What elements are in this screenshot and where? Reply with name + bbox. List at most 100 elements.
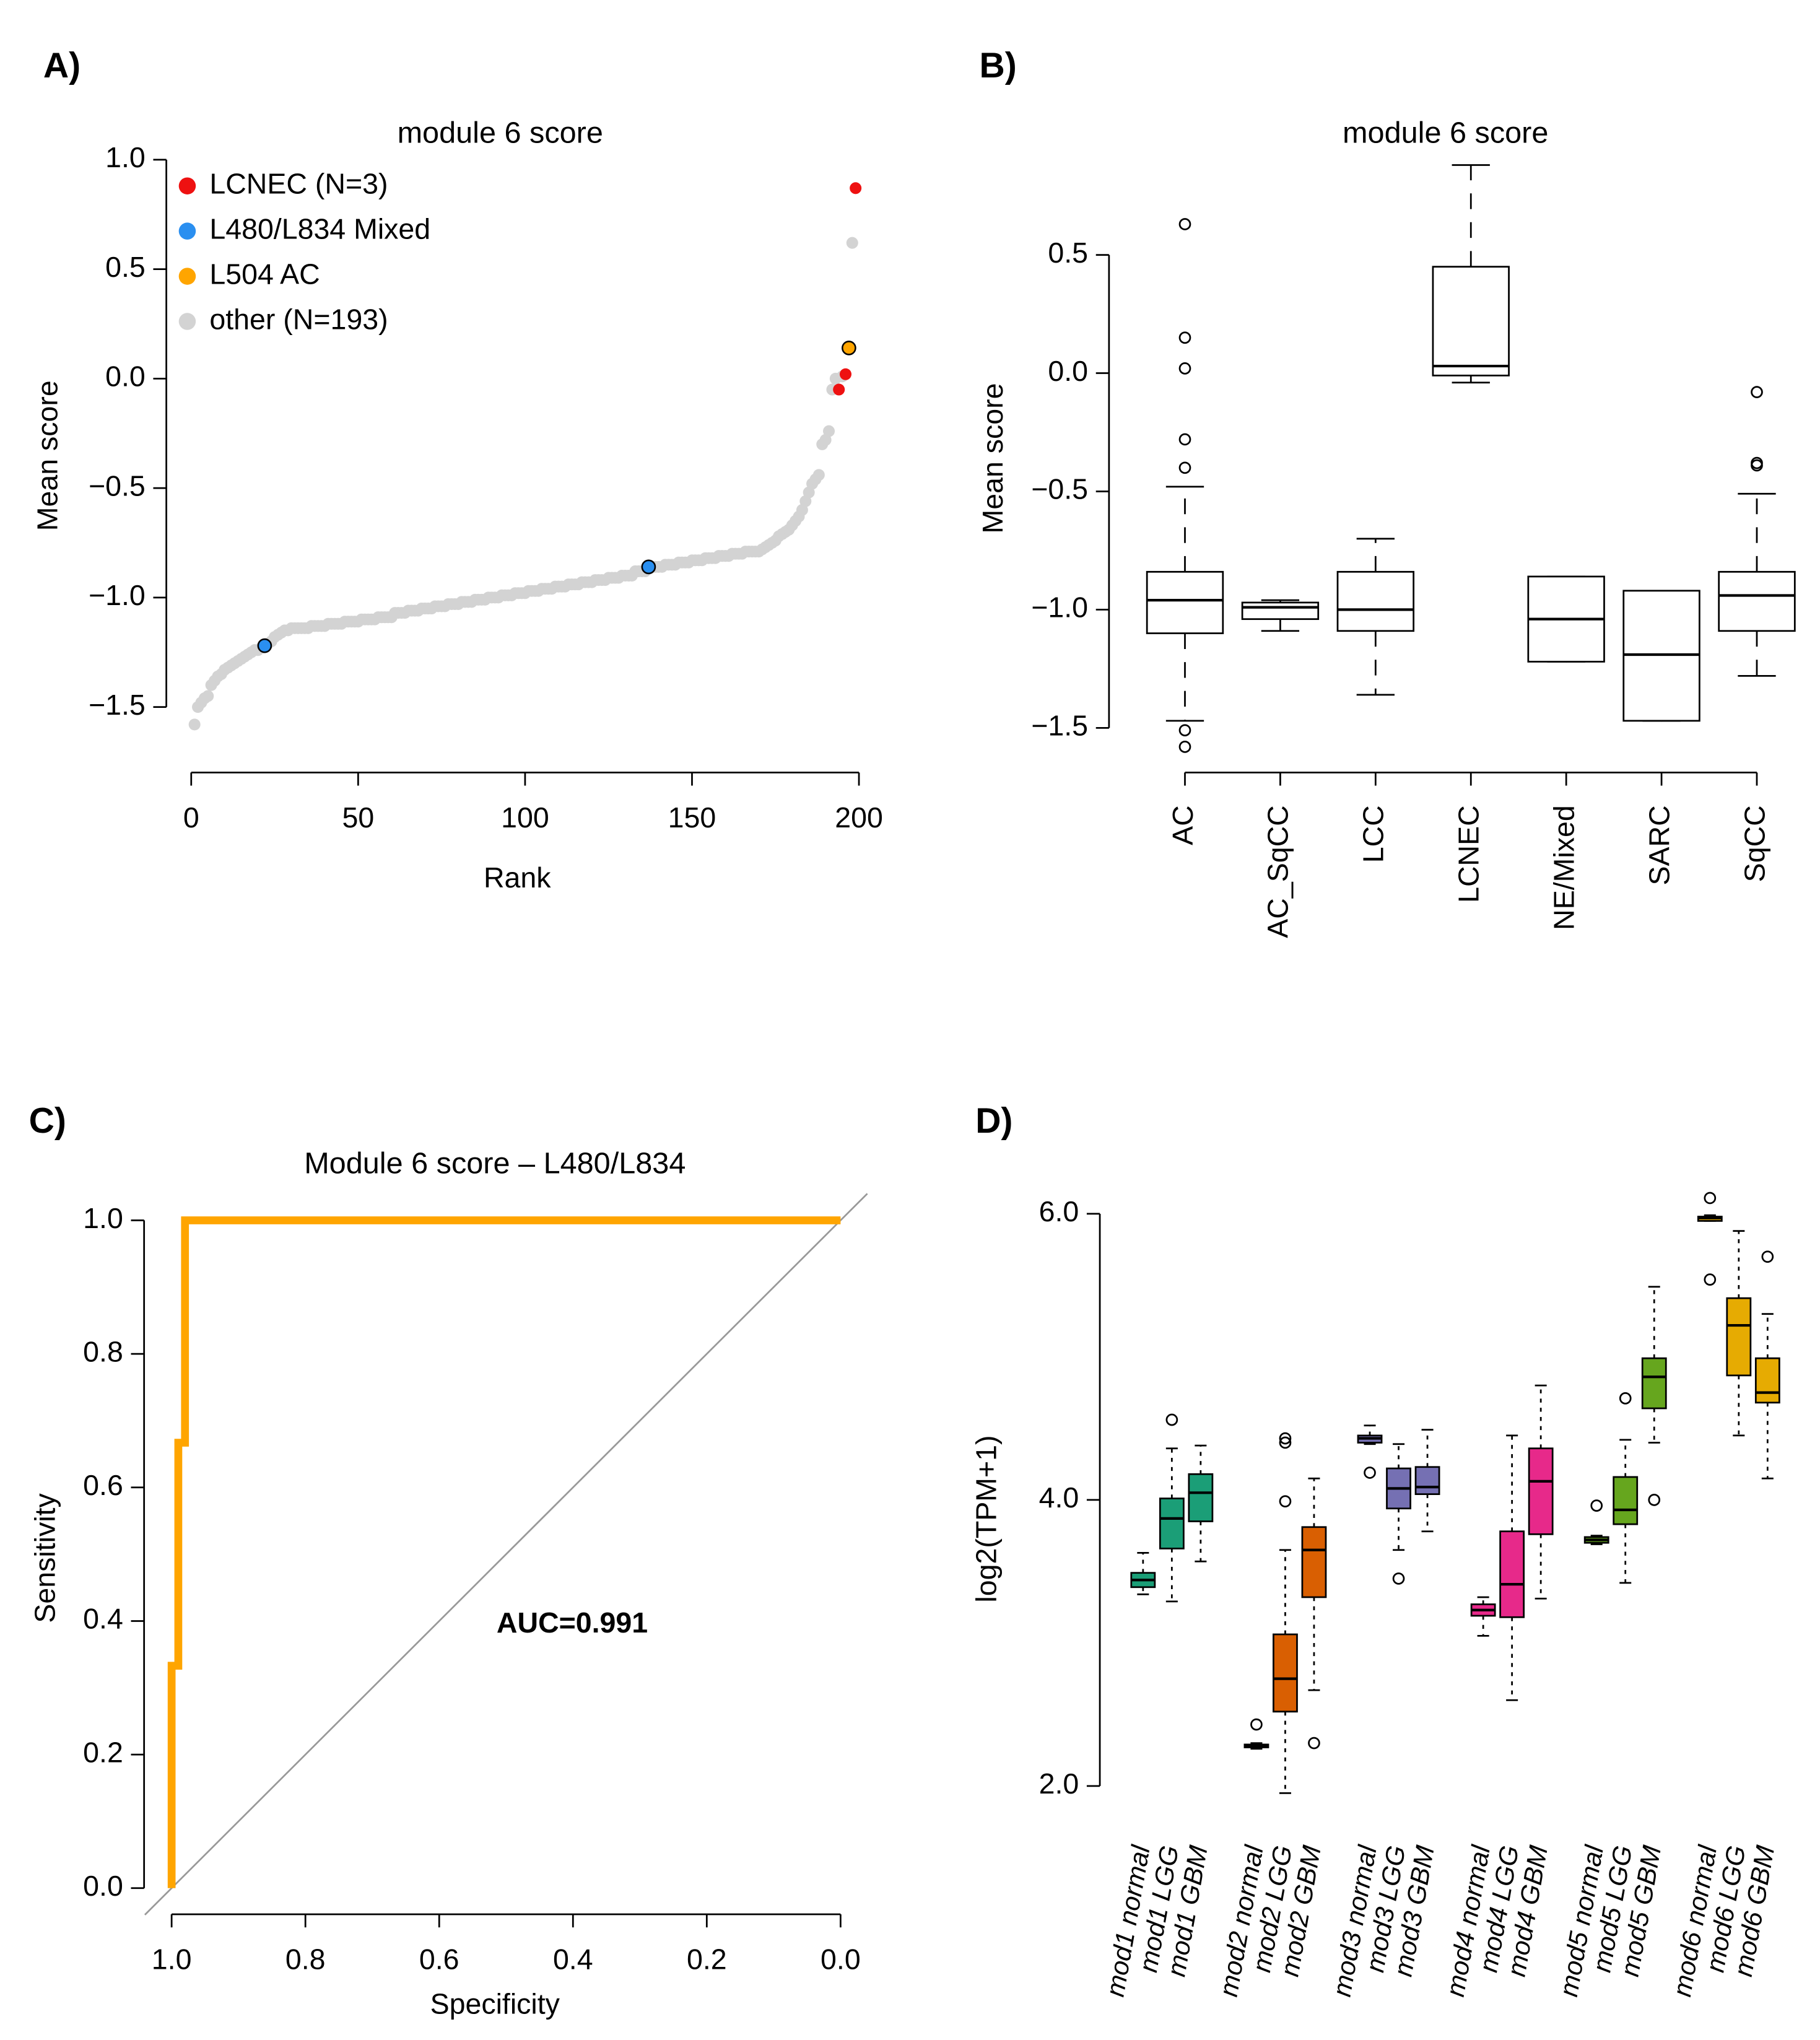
outlier [1648,1494,1661,1506]
roc-curve [167,1216,841,1888]
y-tick-label: 0.0 [83,1870,123,1902]
x-axis-label: Specificity [430,1987,560,2020]
y-tick-label: 1.0 [83,1202,123,1234]
box [1726,1297,1752,1377]
x-tick-label: AC_SqCC [1262,805,1294,938]
legend-label: L504 AC [209,258,320,290]
panel-label: C) [29,1101,66,1141]
outlier [1704,1273,1717,1286]
y-tick-label: 0.2 [83,1736,123,1768]
box [1613,1476,1639,1525]
x-tick-label: 150 [668,801,716,834]
y-axis-label: Sensitivity [28,1493,61,1623]
panel-label: B) [980,46,1017,85]
y-tick-label: −0.5 [1031,473,1088,505]
outlier [1392,1572,1405,1585]
y-tick-label: −1.5 [89,689,146,721]
point [257,638,272,653]
y-tick-label: −1.5 [1031,710,1088,742]
outlier [1178,741,1191,753]
outlier [1279,1436,1292,1449]
y-tick-label: −0.5 [89,469,146,502]
box [1641,1357,1667,1410]
y-tick-label: 1.0 [105,141,146,173]
x-tick-label: 0.0 [821,1943,861,1975]
legend-label: other (N=193) [209,303,388,335]
point [850,182,862,194]
chart-title: Module 6 score – L480/L834 [304,1147,686,1180]
x-tick-label: 1.0 [152,1943,192,1975]
y-tick-label: 6.0 [1039,1195,1079,1227]
x-tick-label: 0 [183,801,199,834]
outlier [1308,1737,1320,1750]
y-axis-label: Mean score [977,383,1009,534]
x-tick-label: SARC [1643,805,1675,885]
legend-label: L480/L834 Mixed [209,212,430,245]
box [1432,266,1510,377]
point [812,469,825,481]
x-tick-label: SqCC [1738,805,1770,882]
box [1754,1357,1780,1404]
box [1718,570,1796,632]
legend-marker [178,268,196,285]
outlier [1761,1250,1774,1263]
point [846,237,858,249]
box [1188,1473,1214,1522]
x-tick-label: AC [1167,805,1199,845]
outlier [1364,1467,1376,1479]
outlier [1751,386,1763,398]
y-tick-label: 0.4 [83,1603,123,1635]
reference-line [144,1193,868,1916]
y-tick-label: 0.0 [105,360,146,393]
point [188,718,201,731]
x-tick-label: 50 [342,801,374,834]
outlier [1178,724,1191,736]
point [202,690,214,702]
y-tick-label: 2.0 [1039,1768,1079,1800]
y-tick-label: −1.0 [1031,591,1088,624]
annotation: AUC=0.991 [497,1606,648,1639]
box [1273,1633,1298,1713]
x-tick-label: NE/Mixed [1548,805,1580,930]
panel-label: A) [43,46,81,85]
x-tick-label: 0.8 [285,1943,326,1975]
x-tick-label: LCC [1357,805,1390,863]
outlier [1250,1718,1263,1731]
box [1499,1530,1525,1618]
box [1336,570,1415,632]
x-axis-label: Rank [484,861,551,894]
point [842,341,856,355]
y-tick-label: 0.0 [1048,355,1088,387]
outlier [1619,1392,1632,1405]
outlier [1165,1413,1178,1426]
box [1146,570,1224,634]
legend-marker [178,222,196,240]
x-tick-label: 0.2 [687,1943,727,1975]
outlier [1704,1192,1717,1205]
outlier [1178,362,1191,375]
y-axis-label: log2(TPM+1) [970,1435,1003,1602]
box [1159,1497,1185,1550]
outlier [1590,1499,1603,1512]
y-tick-label: 0.6 [83,1469,123,1501]
outlier [1279,1432,1292,1445]
chart-title: module 6 score [398,116,603,150]
outlier [1751,459,1763,472]
y-tick-label: −1.0 [89,579,146,611]
x-tick-label: 200 [835,801,883,834]
y-tick-label: 0.5 [1048,237,1088,269]
point [833,383,845,396]
y-axis-label: Mean score [32,380,64,531]
box [1241,601,1320,621]
point [839,368,851,380]
point [823,425,835,437]
panel-label: D) [975,1101,1012,1141]
x-tick-label: 100 [501,801,549,834]
outlier [1178,433,1191,446]
box [1414,1466,1440,1496]
x-tick-label: 0.6 [419,1943,459,1975]
box [1528,1447,1554,1535]
x-tick-label: LCNEC [1453,805,1485,903]
y-tick-label: 0.5 [105,251,146,283]
